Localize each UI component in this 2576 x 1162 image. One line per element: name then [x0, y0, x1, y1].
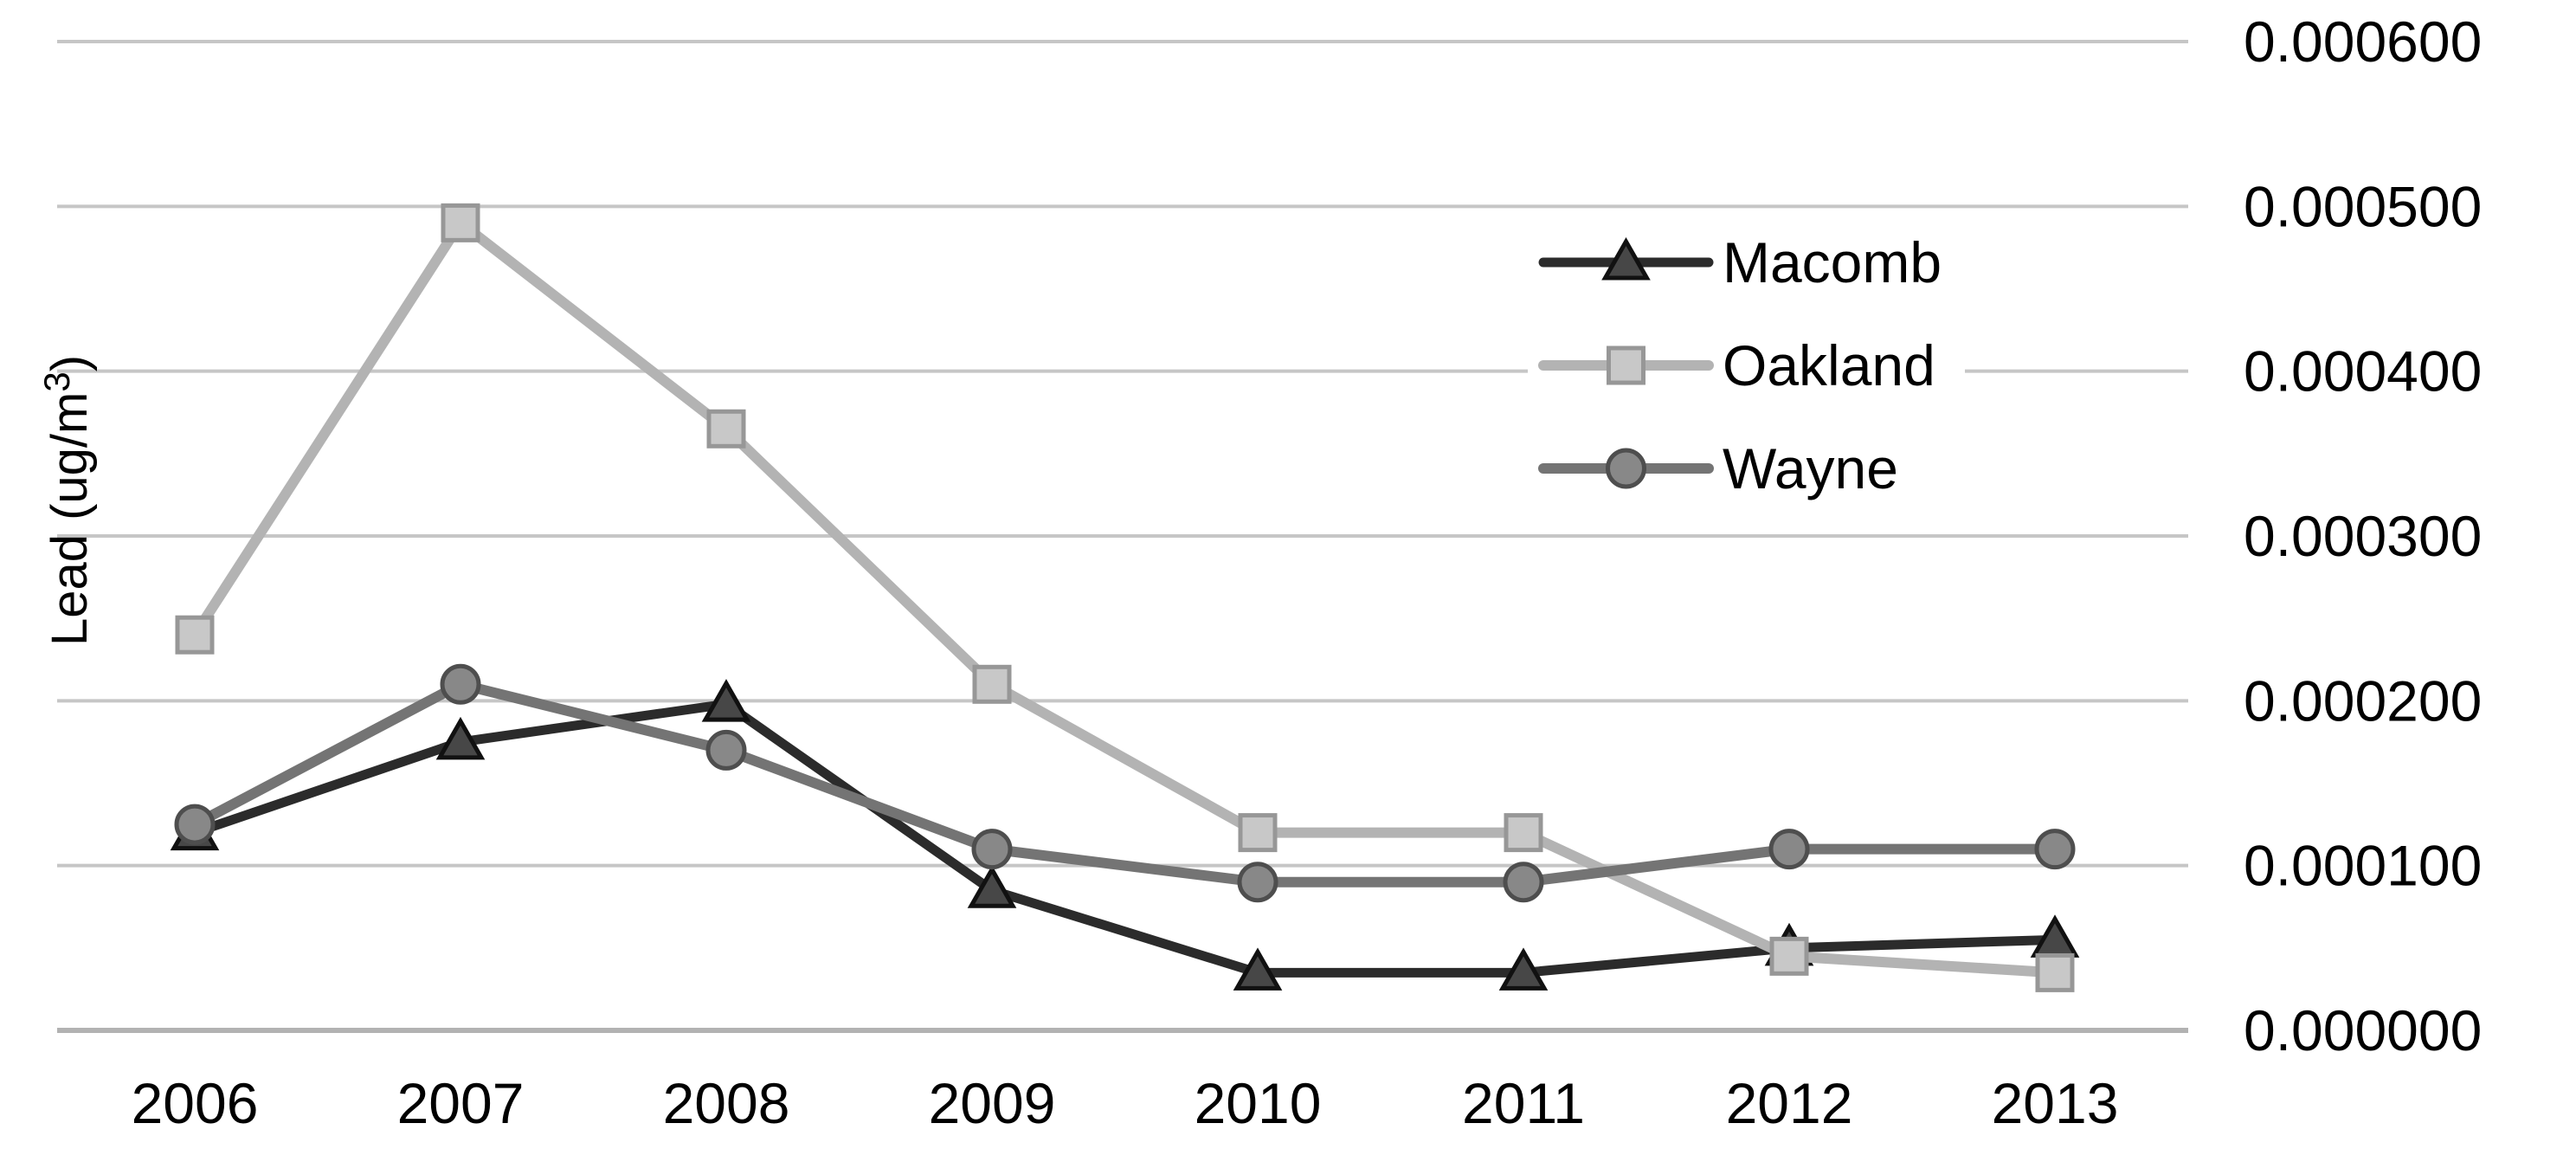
legend-label-oakland: Oakland	[1723, 333, 1935, 397]
circle-marker	[1768, 829, 1810, 870]
y-tick-label: 0.000500	[2244, 174, 2482, 238]
series-wayne	[174, 663, 2076, 903]
series-macomb	[170, 679, 2080, 991]
square-marker	[1504, 813, 1543, 853]
square-marker	[2035, 952, 2075, 992]
square-marker	[1238, 813, 1278, 853]
triangle-marker	[967, 865, 1017, 908]
x-tick-label: 2006	[132, 1071, 259, 1135]
x-tick-label: 2007	[397, 1071, 525, 1135]
circle-marker	[971, 829, 1013, 870]
x-tick-label: 2010	[1195, 1071, 1322, 1135]
x-tick-label: 2011	[1462, 1071, 1585, 1135]
series-line-oakland	[190, 217, 2060, 978]
square-marker	[706, 409, 746, 449]
x-tick-label: 2009	[929, 1071, 1056, 1135]
y-tick-label: 0.000100	[2244, 834, 2482, 898]
y-tick-label: 0.000000	[2244, 998, 2482, 1062]
circle-marker	[705, 729, 747, 771]
square-marker	[1769, 936, 1809, 976]
legend-label-macomb: Macomb	[1723, 230, 1942, 294]
y-tick-label: 0.000400	[2244, 339, 2482, 403]
legend-label-wayne: Wayne	[1723, 436, 1898, 500]
circle-marker	[2034, 829, 2076, 870]
x-tick-label: 2012	[1726, 1071, 1853, 1135]
circle-marker	[174, 804, 216, 845]
triangle-marker	[1233, 947, 1283, 991]
y-axis-title: Lead (ug/m3)	[36, 355, 98, 646]
legend: Macomb Oakland Wayne	[1528, 218, 1965, 523]
gridlines	[57, 40, 2188, 1033]
legend-row-macomb: Macomb	[1538, 230, 1942, 294]
square-marker	[441, 203, 480, 242]
x-tick-label: 2013	[1992, 1071, 2119, 1135]
series-line-wayne	[190, 679, 2060, 888]
y-tick-label: 0.000600	[2244, 10, 2482, 74]
legend-row-wayne: Wayne	[1538, 436, 1898, 500]
triangle-marker	[435, 716, 486, 760]
circle-marker	[1503, 862, 1544, 903]
y-tick-label: 0.000200	[2244, 668, 2482, 733]
y-axis-tick-labels: 0.000600 0.000500 0.000400 0.000300 0.000200…	[2244, 10, 2482, 1062]
circle-marker	[1606, 448, 1646, 489]
square-marker	[972, 664, 1012, 704]
x-tick-label: 2008	[663, 1071, 790, 1135]
x-axis-tick-labels: 2006 2007 2008 2009 2010 2011 2012 2013	[132, 1071, 2119, 1135]
square-marker	[175, 615, 215, 655]
series-oakland	[175, 203, 2075, 992]
square-marker	[1607, 345, 1645, 385]
triangle-marker	[701, 679, 751, 722]
triangle-marker	[1601, 236, 1651, 281]
series-line-macomb	[190, 699, 2060, 978]
triangle-marker	[1498, 947, 1549, 991]
legend-row-oakland: Oakland	[1538, 333, 1935, 397]
circle-marker	[440, 663, 481, 705]
y-tick-label: 0.000300	[2244, 504, 2482, 568]
circle-marker	[1237, 862, 1278, 903]
